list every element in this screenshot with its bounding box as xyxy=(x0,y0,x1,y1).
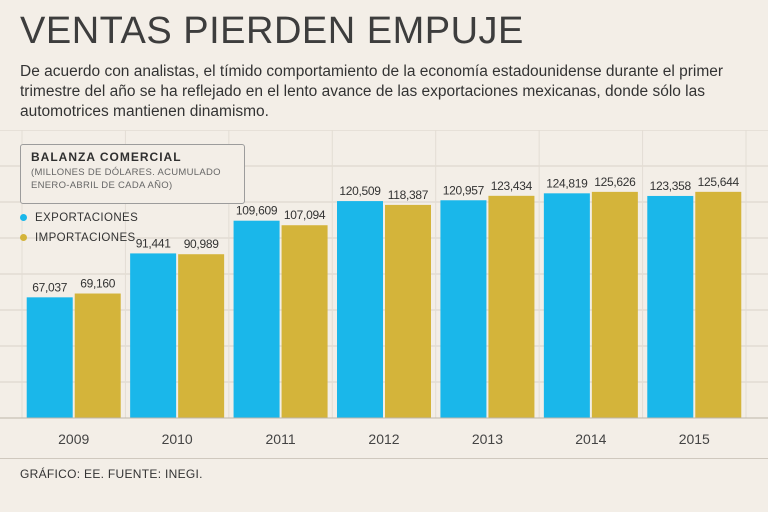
legend-item-exportaciones: EXPORTACIONES xyxy=(20,212,138,224)
data-label-exportaciones-2010: 91,441 xyxy=(136,236,172,250)
legend-item-importaciones: IMPORTACIONES xyxy=(20,232,136,244)
bar-exportaciones-2009 xyxy=(26,297,73,418)
x-tick-label-2015: 2015 xyxy=(679,431,710,447)
chart-title: VENTAS PIERDEN EMPUJE xyxy=(20,10,524,52)
bar-exportaciones-2010 xyxy=(130,253,177,418)
x-tick-label-2010: 2010 xyxy=(162,431,193,447)
bar-exportaciones-2013 xyxy=(440,200,487,418)
bar-exportaciones-2012 xyxy=(337,201,383,418)
bar-importaciones-2010 xyxy=(178,254,225,418)
legend-dot-exportaciones xyxy=(20,214,27,222)
data-label-importaciones-2012: 118,387 xyxy=(388,188,429,202)
legend-label-exportaciones: EXPORTACIONES xyxy=(35,212,139,224)
x-tick-label-2013: 2013 xyxy=(472,431,503,447)
data-label-importaciones-2010: 90,989 xyxy=(184,237,220,251)
data-label-exportaciones-2009: 67,037 xyxy=(32,280,68,294)
data-label-importaciones-2009: 69,160 xyxy=(80,277,116,291)
data-label-exportaciones-2013: 120,957 xyxy=(443,183,485,197)
source-note: GRÁFICO: EE. FUENTE: INEGI. xyxy=(20,467,203,481)
data-label-importaciones-2011: 107,094 xyxy=(284,208,326,222)
bar-importaciones-2011 xyxy=(281,225,328,418)
data-label-importaciones-2013: 123,434 xyxy=(491,179,533,193)
legend-note-line1: (MILLONES DE DÓLARES. ACUMULADO xyxy=(31,167,221,178)
data-label-importaciones-2014: 125,626 xyxy=(594,175,636,189)
x-tick-label-2009: 2009 xyxy=(58,431,89,447)
bar-importaciones-2014 xyxy=(591,191,638,418)
bar-importaciones-2009 xyxy=(74,293,121,418)
bar-exportaciones-2014 xyxy=(543,193,590,418)
bar-exportaciones-2011 xyxy=(233,220,280,418)
legend-label-importaciones: IMPORTACIONES xyxy=(35,232,136,244)
bar-chart-svg: 67,037 69,160 2009 91,441 90,989 2010 109,609 1… xyxy=(0,130,768,447)
legend-box: BALANZA COMERCIAL (MILLONES DE DÓLARES. … xyxy=(20,144,245,204)
legend-note-line2: ENERO-ABRIL DE CADA AÑO) xyxy=(31,180,173,191)
legend-title: BALANZA COMERCIAL xyxy=(31,150,182,164)
bar-importaciones-2012 xyxy=(385,204,431,418)
legend-note: (MILLONES DE DÓLARES. ACUMULADO ENERO-AB… xyxy=(31,166,244,192)
data-label-exportaciones-2015: 123,358 xyxy=(650,179,692,193)
bar-importaciones-2015 xyxy=(695,191,742,418)
bar-chart: 67,037 69,160 2009 91,441 90,989 2010 109,609 1… xyxy=(0,130,768,460)
chart-subtitle: De acuerdo con analistas, el tímido comp… xyxy=(20,63,724,120)
data-label-exportaciones-2012: 120,509 xyxy=(339,184,381,198)
data-label-exportaciones-2014: 124,819 xyxy=(546,176,588,190)
footer-divider xyxy=(0,458,768,459)
data-label-exportaciones-2011: 109,609 xyxy=(236,204,278,218)
x-tick-label-2012: 2012 xyxy=(368,431,399,447)
data-label-importaciones-2015: 125,644 xyxy=(698,175,740,189)
legend-dot-importaciones xyxy=(20,234,27,242)
bar-importaciones-2013 xyxy=(488,195,535,418)
bar-exportaciones-2015 xyxy=(647,195,694,418)
x-tick-label-2011: 2011 xyxy=(266,431,296,447)
x-tick-label-2014: 2014 xyxy=(575,431,606,447)
